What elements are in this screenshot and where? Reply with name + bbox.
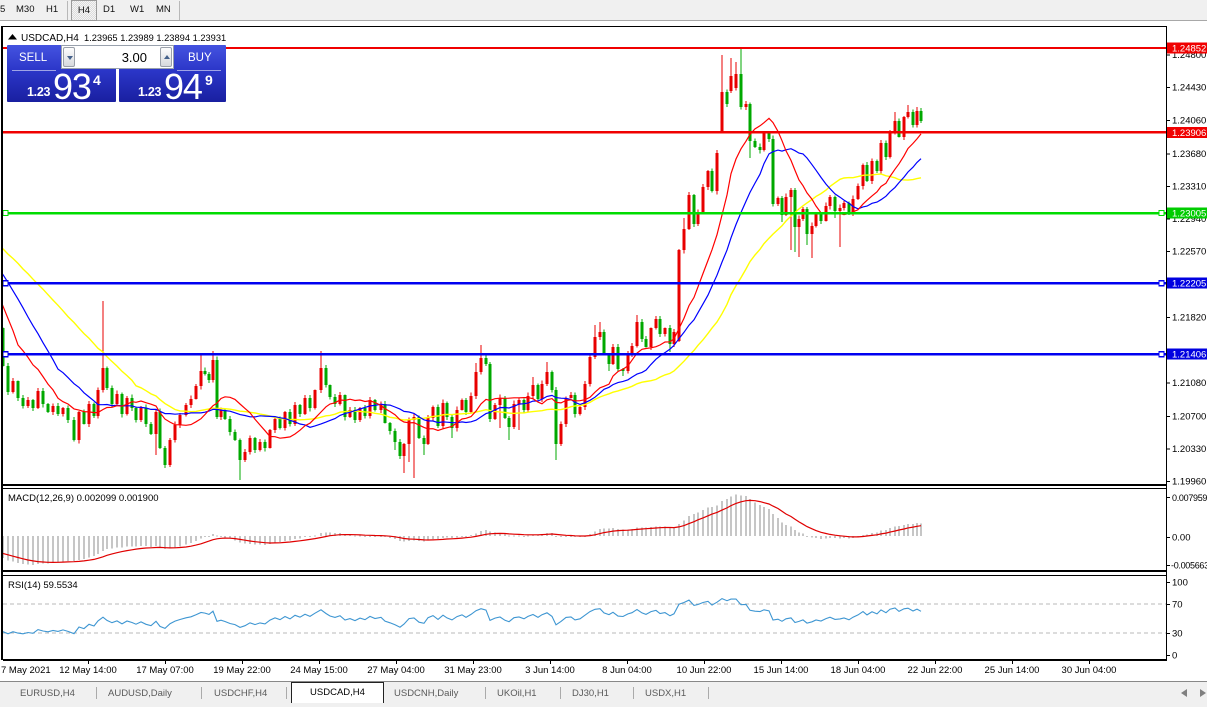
svg-text:1.23906: 1.23906 <box>1172 128 1206 139</box>
svg-text:1.23310: 1.23310 <box>1172 181 1206 192</box>
svg-text:1.23005: 1.23005 <box>1172 209 1206 220</box>
svg-text:0.00: 0.00 <box>1172 533 1191 544</box>
svg-text:1.24800: 1.24800 <box>1172 50 1206 61</box>
svg-text:8 Jun 04:00: 8 Jun 04:00 <box>602 665 652 676</box>
svg-text:1.24430: 1.24430 <box>1172 83 1206 94</box>
svg-text:1.22205: 1.22205 <box>1172 279 1206 290</box>
svg-text:30: 30 <box>1172 628 1183 639</box>
svg-text:31 May 23:00: 31 May 23:00 <box>444 665 502 676</box>
svg-text:22 Jun 22:00: 22 Jun 22:00 <box>908 665 963 676</box>
svg-text:MACD(12,26,9) 0.002099 0.00190: MACD(12,26,9) 0.002099 0.001900 <box>8 493 159 504</box>
svg-text:0: 0 <box>1172 651 1177 662</box>
svg-text:12 May 14:00: 12 May 14:00 <box>59 665 117 676</box>
svg-text:1.24852: 1.24852 <box>1172 44 1206 55</box>
svg-text:RSI(14) 59.5534: RSI(14) 59.5534 <box>8 580 78 591</box>
svg-text:1.24060: 1.24060 <box>1172 115 1206 126</box>
svg-text:70: 70 <box>1172 599 1183 610</box>
svg-text:1.19960: 1.19960 <box>1172 477 1206 488</box>
svg-text:17 May 07:00: 17 May 07:00 <box>136 665 194 676</box>
svg-text:100: 100 <box>1172 578 1188 589</box>
svg-text:-0.005663: -0.005663 <box>1171 561 1207 571</box>
svg-text:7 May 2021: 7 May 2021 <box>1 665 51 676</box>
svg-text:1.22570: 1.22570 <box>1172 247 1206 258</box>
svg-text:25 Jun 14:00: 25 Jun 14:00 <box>985 665 1040 676</box>
svg-text:19 May 22:00: 19 May 22:00 <box>213 665 271 676</box>
svg-text:0.007959: 0.007959 <box>1172 493 1207 503</box>
svg-text:1.20700: 1.20700 <box>1172 411 1206 422</box>
svg-text:USDCAD,H4: USDCAD,H4 <box>21 33 79 44</box>
svg-text:3 Jun 14:00: 3 Jun 14:00 <box>525 665 575 676</box>
svg-text:1.21820: 1.21820 <box>1172 313 1206 324</box>
svg-text:24 May 15:00: 24 May 15:00 <box>290 665 348 676</box>
svg-text:10 Jun 22:00: 10 Jun 22:00 <box>677 665 732 676</box>
svg-text:1.22940: 1.22940 <box>1172 214 1206 225</box>
svg-text:15 Jun 14:00: 15 Jun 14:00 <box>754 665 809 676</box>
svg-text:1.21080: 1.21080 <box>1172 378 1206 389</box>
svg-text:18 Jun 04:00: 18 Jun 04:00 <box>831 665 886 676</box>
svg-text:27 May 04:00: 27 May 04:00 <box>367 665 425 676</box>
svg-text:1.21406: 1.21406 <box>1172 350 1206 361</box>
svg-text:30 Jun 04:00: 30 Jun 04:00 <box>1062 665 1117 676</box>
svg-text:1.23965 1.23989 1.23894 1.2393: 1.23965 1.23989 1.23894 1.23931 <box>84 33 226 43</box>
svg-text:1.20330: 1.20330 <box>1172 444 1206 455</box>
svg-text:1.23680: 1.23680 <box>1172 149 1206 160</box>
